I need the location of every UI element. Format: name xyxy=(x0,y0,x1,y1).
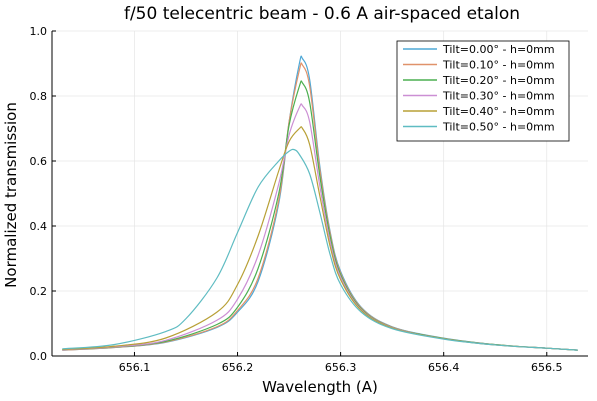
y-tick-label: 0.8 xyxy=(30,90,48,103)
legend-label-1: Tilt=0.10° - h=0mm xyxy=(442,59,555,72)
y-tick-label: 0.2 xyxy=(30,285,48,298)
y-tick-label: 0.6 xyxy=(30,155,48,168)
x-axis-label: Wavelength (A) xyxy=(262,378,378,396)
series-layer xyxy=(62,55,578,351)
legend: Tilt=0.00° - h=0mm Tilt=0.10° - h=0mm Tilt… xyxy=(396,40,570,142)
chart-title: f/50 telecentric beam - 0.6 A air-spaced… xyxy=(124,4,520,24)
x-tick-label: 656.4 xyxy=(428,361,460,374)
series-line-5 xyxy=(62,148,578,351)
y-tick-label: 1.0 xyxy=(30,25,48,38)
legend-label-0: Tilt=0.00° - h=0mm xyxy=(442,43,555,56)
series-line-4 xyxy=(62,126,578,351)
y-tick-label: 0.4 xyxy=(30,220,48,233)
x-tick-label: 656.3 xyxy=(325,361,357,374)
y-tick-label: 0.0 xyxy=(30,350,48,363)
x-tick-label: 656.2 xyxy=(222,361,254,374)
axes: 656.1 656.2 656.3 656.4 656.5 0.0 0.2 0.4 0.6 0.8… xyxy=(30,25,588,374)
legend-label-2: Tilt=0.20° - h=0mm xyxy=(442,74,555,87)
legend-box xyxy=(396,40,570,142)
legend-label-4: Tilt=0.40° - h=0mm xyxy=(442,105,555,118)
legend-label-3: Tilt=0.30° - h=0mm xyxy=(442,90,555,103)
x-tick-label: 656.1 xyxy=(119,361,151,374)
legend-label-5: Tilt=0.50° - h=0mm xyxy=(442,121,555,134)
x-tick-label: 656.5 xyxy=(531,361,563,374)
y-axis-label: Normalized transmission xyxy=(2,102,20,288)
